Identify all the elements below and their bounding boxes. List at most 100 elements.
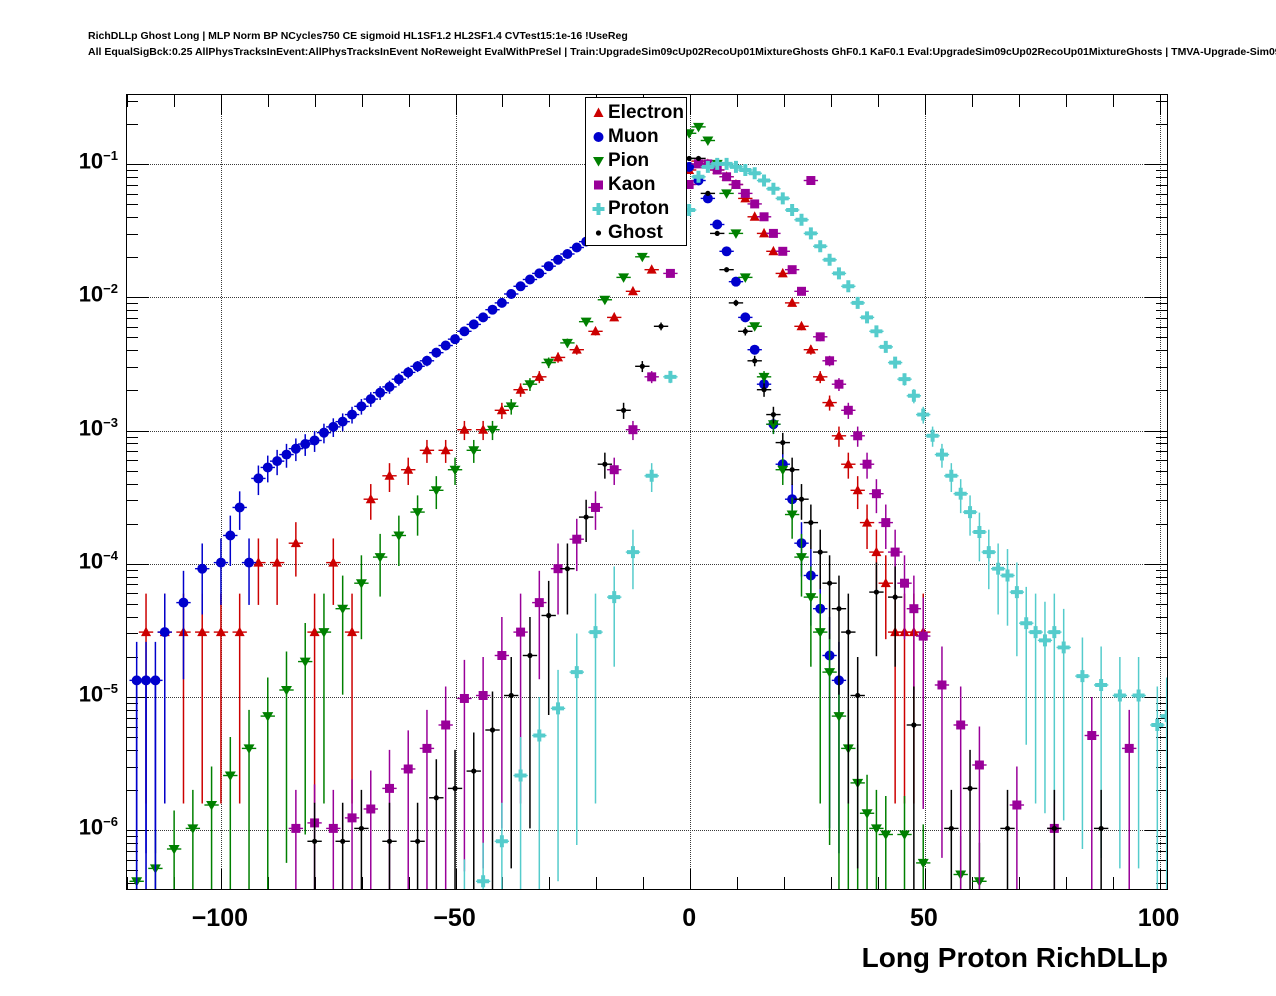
y-major-tick <box>127 563 149 565</box>
y-tick-exponent: −2 <box>103 281 118 297</box>
data-point <box>992 562 1005 575</box>
data-point <box>664 370 677 383</box>
y-tick-label: 10−2 <box>8 281 118 307</box>
y-minor-tick <box>127 709 138 711</box>
x-minor-tick <box>831 95 833 107</box>
series-kaon <box>288 159 1137 889</box>
legend-item-ghost[interactable]: Ghost <box>590 220 686 244</box>
data-point <box>733 300 739 306</box>
data-point <box>695 155 702 162</box>
data-point <box>514 769 527 782</box>
y-tick-label: 10−5 <box>8 681 118 707</box>
x-gridline <box>1159 95 1161 889</box>
data-point <box>954 487 967 500</box>
data-point <box>495 835 508 848</box>
data-point <box>347 409 358 420</box>
legend-item-pion[interactable]: Pion <box>590 148 686 172</box>
y-major-tick <box>1145 563 1167 565</box>
data-point <box>832 267 845 280</box>
y-minor-tick <box>127 703 138 705</box>
data-point <box>658 323 664 329</box>
legend-item-proton[interactable]: Proton <box>590 196 686 220</box>
data-point <box>243 744 255 754</box>
x-minor-tick <box>502 95 504 107</box>
x-major-tick <box>220 95 222 115</box>
data-point <box>795 213 808 226</box>
data-point <box>967 785 973 791</box>
x-minor-tick <box>1018 877 1020 889</box>
data-point <box>168 845 180 855</box>
data-point <box>552 702 565 715</box>
x-tick-label: −100 <box>191 904 249 932</box>
data-point <box>340 838 346 844</box>
data-point <box>272 456 283 467</box>
y-minor-tick <box>1156 836 1167 838</box>
data-point <box>824 668 836 678</box>
y-minor-tick <box>127 310 138 312</box>
y-minor-tick <box>127 443 138 445</box>
y-minor-tick <box>127 883 138 885</box>
data-point <box>450 334 461 345</box>
y-minor-tick <box>127 850 138 852</box>
data-point <box>758 372 770 383</box>
x-minor-tick <box>1065 877 1067 889</box>
data-point <box>683 204 696 216</box>
legend-item-muon[interactable]: Muon <box>590 124 686 148</box>
y-minor-tick <box>1156 790 1167 792</box>
data-point <box>543 358 555 369</box>
x-major-tick <box>690 95 692 115</box>
data-point <box>337 416 348 427</box>
x-minor-tick <box>737 877 739 889</box>
legend-item-kaon[interactable]: Kaon <box>590 172 686 196</box>
data-point <box>564 566 571 572</box>
y-tick-mantissa: 10 <box>78 681 104 707</box>
data-point <box>262 712 274 722</box>
y-minor-tick <box>1156 470 1167 472</box>
data-point <box>178 597 189 608</box>
data-point <box>627 285 638 296</box>
y-major-tick <box>1145 830 1167 832</box>
y-minor-tick <box>127 870 138 872</box>
data-point <box>580 317 592 328</box>
data-point <box>815 371 826 381</box>
y-minor-tick <box>1156 717 1167 719</box>
y-minor-tick <box>1156 170 1167 172</box>
x-minor-tick <box>877 877 879 889</box>
data-point <box>806 176 816 186</box>
data-point <box>739 273 751 283</box>
data-point <box>862 517 873 527</box>
data-point <box>620 407 627 413</box>
data-point <box>917 408 930 421</box>
data-point <box>497 651 507 660</box>
data-point <box>899 830 910 840</box>
x-tick-label: 100 <box>1137 904 1180 932</box>
y-minor-tick <box>1156 483 1167 485</box>
data-point <box>948 825 954 832</box>
data-point <box>911 722 917 728</box>
data-point <box>515 281 526 292</box>
data-point <box>1087 731 1097 741</box>
y-minor-tick <box>1156 593 1167 595</box>
data-point <box>759 227 770 238</box>
data-point <box>833 712 845 722</box>
data-point <box>665 268 675 278</box>
y-minor-tick <box>127 184 138 186</box>
data-point <box>804 227 817 240</box>
y-minor-tick <box>127 576 138 578</box>
y-major-tick <box>127 830 149 832</box>
data-point <box>215 626 226 637</box>
data-point <box>527 652 533 659</box>
y-minor-tick <box>127 470 138 472</box>
y-minor-tick <box>1156 193 1167 195</box>
y-minor-tick <box>1156 326 1167 328</box>
data-point <box>805 344 816 354</box>
data-point <box>714 230 720 236</box>
data-point <box>711 157 724 170</box>
legend-item-electron[interactable]: Electron <box>590 100 686 124</box>
y-minor-tick <box>1156 436 1167 438</box>
y-minor-tick <box>1156 843 1167 845</box>
y-minor-tick <box>127 193 138 195</box>
data-point <box>722 172 732 182</box>
y-minor-tick <box>1156 870 1167 872</box>
